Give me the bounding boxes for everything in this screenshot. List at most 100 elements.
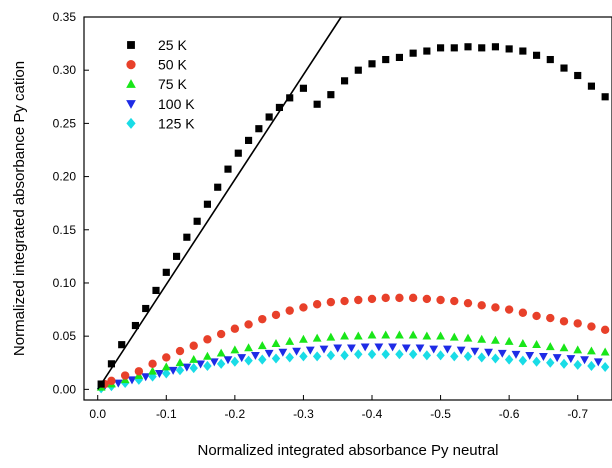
- data-point: [423, 47, 431, 55]
- legend-marker: [126, 79, 136, 88]
- plot-area: [96, 43, 610, 394]
- data-point: [264, 349, 274, 358]
- data-point: [148, 371, 157, 382]
- data-point: [600, 347, 610, 356]
- data-point: [340, 331, 349, 340]
- data-point: [450, 351, 459, 362]
- data-point: [341, 77, 349, 85]
- data-point: [107, 376, 116, 386]
- data-point: [265, 113, 273, 121]
- data-point: [230, 324, 240, 333]
- data-point: [162, 368, 171, 379]
- data-point: [395, 349, 404, 360]
- data-point: [120, 371, 130, 380]
- legend-item: 50 K: [126, 57, 187, 73]
- legend-item: 100 K: [126, 96, 195, 112]
- data-point: [234, 149, 242, 157]
- data-point: [175, 358, 185, 367]
- data-point: [491, 43, 499, 51]
- data-point: [203, 360, 212, 371]
- data-point: [127, 376, 137, 385]
- data-point: [131, 321, 139, 330]
- data-point: [456, 346, 466, 355]
- series-100-k: [100, 343, 603, 391]
- data-point: [312, 300, 322, 309]
- data-point: [560, 64, 568, 72]
- data-point: [189, 363, 198, 374]
- legend-label: 75 K: [158, 76, 187, 92]
- plot-frame: [83, 16, 612, 401]
- data-point: [532, 340, 541, 349]
- x-tick-label: -0.5: [430, 407, 451, 421]
- series-50-k: [100, 293, 610, 389]
- data-point: [449, 332, 459, 341]
- data-point: [299, 84, 307, 92]
- data-point: [381, 330, 391, 339]
- legend: 25 K 50 K 75 K 100 K 125 K: [126, 37, 195, 131]
- data-point: [196, 360, 205, 369]
- data-point: [463, 333, 473, 342]
- data-point: [285, 306, 294, 315]
- legend-item: 125 K: [126, 115, 195, 131]
- data-point: [299, 334, 308, 343]
- data-point: [107, 360, 115, 368]
- data-point: [477, 301, 486, 310]
- data-point: [504, 336, 514, 345]
- x-axis-ticks: 0.0 -0.1 -0.2 -0.3 -0.4 -0.5 -0.6 -0.7: [89, 395, 588, 421]
- data-point: [347, 344, 356, 353]
- y-tick-label: 0.00: [53, 382, 77, 396]
- data-point: [203, 200, 211, 208]
- x-axis-title: Normalized integrated absorbance Py neut…: [197, 442, 498, 459]
- data-point: [401, 344, 411, 353]
- data-point: [326, 297, 336, 307]
- y-tick-label: 0.05: [53, 329, 77, 343]
- data-point: [141, 373, 151, 382]
- data-point: [587, 346, 596, 355]
- data-point: [245, 136, 253, 144]
- data-point: [587, 82, 595, 90]
- data-point: [216, 348, 226, 357]
- data-point: [437, 44, 445, 52]
- legend-item: 75 K: [126, 76, 187, 92]
- data-point: [333, 344, 343, 353]
- data-point: [546, 313, 555, 323]
- x-tick-label: -0.3: [293, 407, 314, 421]
- data-point: [415, 344, 425, 353]
- data-point: [367, 294, 377, 304]
- data-point: [367, 349, 377, 360]
- data-point: [244, 320, 253, 329]
- legend-label: 100 K: [158, 96, 195, 112]
- data-point: [559, 343, 569, 352]
- series-25-k: [97, 43, 609, 388]
- data-point: [189, 354, 199, 363]
- y-axis-title: Normalized integrated absorbance Py cati…: [11, 61, 28, 356]
- y-tick-label: 0.10: [53, 276, 77, 290]
- data-point: [271, 353, 281, 364]
- data-point: [504, 354, 514, 365]
- data-point: [244, 355, 253, 366]
- legend-item: 25 K: [127, 37, 187, 53]
- data-point: [422, 331, 432, 340]
- data-point: [382, 55, 390, 64]
- data-point: [552, 354, 562, 363]
- data-point: [497, 349, 507, 358]
- x-tick-label: -0.4: [362, 407, 383, 421]
- data-point: [258, 314, 267, 324]
- data-point: [312, 333, 322, 342]
- data-point: [271, 338, 281, 347]
- data-point: [422, 294, 432, 304]
- data-point: [203, 335, 212, 344]
- data-point: [134, 374, 144, 385]
- data-point: [477, 352, 486, 363]
- data-point: [209, 358, 219, 367]
- data-point: [573, 345, 583, 354]
- data-point: [216, 329, 226, 339]
- data-point: [463, 351, 473, 362]
- data-point: [162, 353, 171, 362]
- data-point: [395, 53, 403, 61]
- y-axis-ticks: 0.00 0.05 0.10 0.15 0.20 0.25 0.30 0.35: [53, 10, 89, 396]
- y-tick-label: 0.30: [53, 63, 77, 77]
- data-point: [484, 348, 493, 357]
- legend-marker: [126, 117, 136, 129]
- data-point: [305, 346, 315, 355]
